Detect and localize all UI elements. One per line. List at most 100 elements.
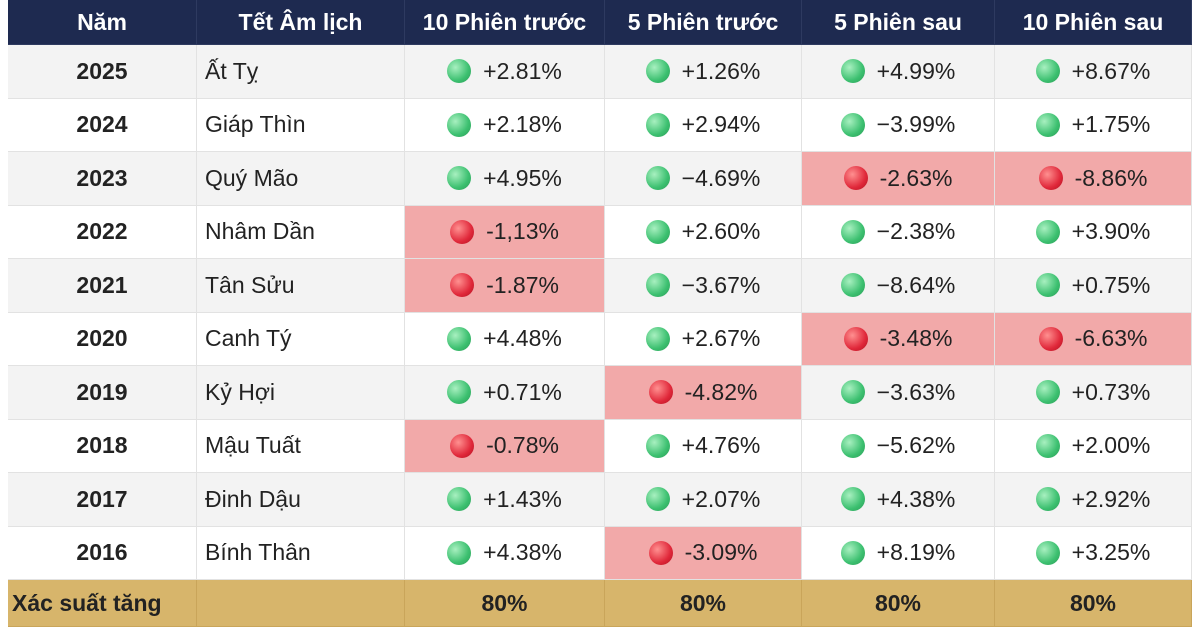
year-cell: 2021 xyxy=(8,259,197,313)
footer-value-text: 80% xyxy=(481,589,528,616)
value-text: +3.90% xyxy=(1071,218,1151,245)
value-text: +8.67% xyxy=(1071,57,1151,84)
value-cell: +2.00% xyxy=(995,419,1192,473)
value-cell: +2.18% xyxy=(405,98,605,152)
value-text: +2.07% xyxy=(681,485,761,512)
value-cell: -0.78% xyxy=(405,419,605,473)
status-dot xyxy=(840,219,865,244)
value-cell: +4.38% xyxy=(405,526,605,580)
value-text: +2.81% xyxy=(483,57,562,84)
value-text: +4.38% xyxy=(876,485,956,512)
value-cell: +8.19% xyxy=(802,526,995,580)
value-text: −8.64% xyxy=(876,271,956,298)
value-text: +1.26% xyxy=(681,57,761,84)
value-cell: −8.64% xyxy=(802,259,995,313)
year-cell: 2020 xyxy=(8,312,197,366)
year-cell: 2018 xyxy=(8,419,197,473)
name-cell: Tân Sửu xyxy=(197,259,405,313)
header-cell: Tết Âm lịch xyxy=(197,0,405,45)
value-text: -3.09% xyxy=(684,539,758,566)
value-text: +2.67% xyxy=(681,325,761,352)
value-cell: −3.99% xyxy=(802,98,995,152)
value-cell: -3.09% xyxy=(605,526,802,580)
footer-value: 80% xyxy=(405,580,605,627)
value-text: −3.99% xyxy=(876,111,956,138)
header-cell-text: 5 Phiên sau xyxy=(834,8,962,35)
year-cell: 2022 xyxy=(8,205,197,259)
year-cell: 2017 xyxy=(8,473,197,527)
value-cell: −3.63% xyxy=(802,366,995,420)
value-cell: +1.75% xyxy=(995,98,1192,152)
value-cell: −4.69% xyxy=(605,152,802,206)
year-cell-text: 2019 xyxy=(76,378,128,405)
year-cell: 2019 xyxy=(8,366,197,420)
status-dot xyxy=(648,540,673,565)
status-dot xyxy=(840,112,865,137)
status-dot xyxy=(840,59,865,84)
status-dot xyxy=(1035,112,1060,137)
footer-value-text: 80% xyxy=(1069,589,1117,616)
year-cell: 2016 xyxy=(8,526,197,580)
name-cell: Giáp Thìn xyxy=(197,98,405,152)
status-dot xyxy=(840,380,865,405)
name-cell-text: Bính Thân xyxy=(205,539,311,566)
value-text: -6.63% xyxy=(1074,325,1148,352)
value-text: +1.43% xyxy=(483,485,562,512)
year-cell-text: 2016 xyxy=(76,539,128,566)
value-text: +0.75% xyxy=(1071,271,1151,298)
status-dot xyxy=(1035,273,1060,298)
status-dot xyxy=(645,273,670,298)
value-cell: +3.90% xyxy=(995,205,1192,259)
status-dot xyxy=(1035,59,1060,84)
value-cell: -6.63% xyxy=(995,312,1192,366)
header-cell: Năm xyxy=(8,0,197,45)
status-dot xyxy=(645,326,670,351)
value-cell: +4.95% xyxy=(405,152,605,206)
value-cell: -3.48% xyxy=(802,312,995,366)
footer-value: 80% xyxy=(995,580,1192,627)
status-dot xyxy=(645,59,670,84)
status-dot xyxy=(840,540,865,565)
value-text: −2.38% xyxy=(876,218,956,245)
status-dot xyxy=(447,59,472,84)
name-cell: Mậu Tuất xyxy=(197,419,405,473)
status-dot xyxy=(840,433,865,458)
footer-value-text: 80% xyxy=(874,589,922,616)
status-dot xyxy=(1035,219,1060,244)
value-text: +2.60% xyxy=(681,218,761,245)
name-cell: Bính Thân xyxy=(197,526,405,580)
status-dot xyxy=(645,219,670,244)
name-cell: Đinh Dậu xyxy=(197,473,405,527)
value-text: +4.48% xyxy=(483,325,562,352)
footer-value-text: 80% xyxy=(679,589,727,616)
value-text: +0.73% xyxy=(1071,378,1151,405)
status-dot xyxy=(1035,540,1060,565)
header-cell-text: 10 Phiên trước xyxy=(422,8,587,35)
year-cell-text: 2023 xyxy=(76,164,128,191)
year-cell-text: 2025 xyxy=(76,57,128,84)
value-text: +0.71% xyxy=(483,378,562,405)
status-dot xyxy=(840,273,865,298)
status-dot xyxy=(1038,166,1063,191)
year-cell-text: 2022 xyxy=(76,218,128,245)
header-cell-text: 10 Phiên sau xyxy=(1022,8,1164,35)
value-text: -0.78% xyxy=(486,432,559,459)
status-dot xyxy=(843,326,868,351)
value-text: -4.82% xyxy=(684,378,758,405)
value-text: −3.67% xyxy=(681,271,761,298)
name-cell-text: Mậu Tuất xyxy=(205,432,301,459)
status-dot xyxy=(645,433,670,458)
value-cell: −2.38% xyxy=(802,205,995,259)
value-text: −4.69% xyxy=(681,164,761,191)
status-dot xyxy=(645,112,670,137)
name-cell: Canh Tý xyxy=(197,312,405,366)
footer-value: 80% xyxy=(605,580,802,627)
status-dot xyxy=(648,380,673,405)
value-text: -1.87% xyxy=(486,271,559,298)
header-cell: 10 Phiên sau xyxy=(995,0,1192,45)
value-text: +2.94% xyxy=(681,111,761,138)
year-cell-text: 2024 xyxy=(76,111,128,138)
value-cell: +4.76% xyxy=(605,419,802,473)
footer-label: Xác suất tăng xyxy=(8,580,197,627)
value-text: +8.19% xyxy=(876,539,956,566)
